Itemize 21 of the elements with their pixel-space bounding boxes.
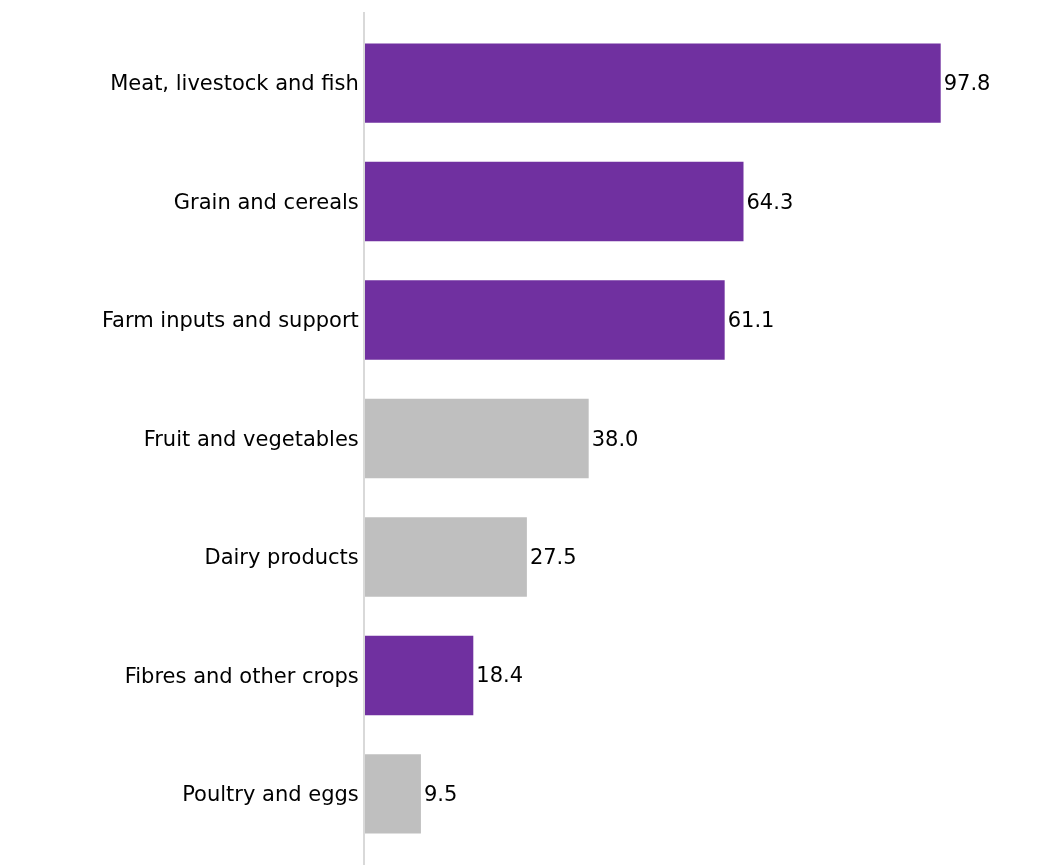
data-label: 38.0 [591,426,639,451]
data-label: 18.4 [476,663,524,688]
y-tick-label: Fruit and vegetables [143,426,359,451]
bar [365,398,589,479]
bar [365,161,744,242]
data-label: 61.1 [727,308,775,333]
data-label: 97.8 [943,71,991,96]
data-label: 64.3 [746,189,794,214]
y-tick-label: Poultry and eggs [182,782,359,807]
bar [365,43,941,123]
y-tick-label: Grain and cereals [173,189,359,214]
data-label: 9.5 [423,781,458,806]
y-tick-label: Dairy products [204,545,359,570]
bar [365,517,527,597]
y-tick-label: Fibres and other crops [124,663,359,688]
data-label: 27.5 [529,544,577,569]
y-tick-label: Farm inputs and support [101,308,359,333]
bar [365,280,725,360]
bar [365,635,474,716]
y-tick-label: Meat, livestock and fish [110,71,359,96]
bar [365,754,421,834]
